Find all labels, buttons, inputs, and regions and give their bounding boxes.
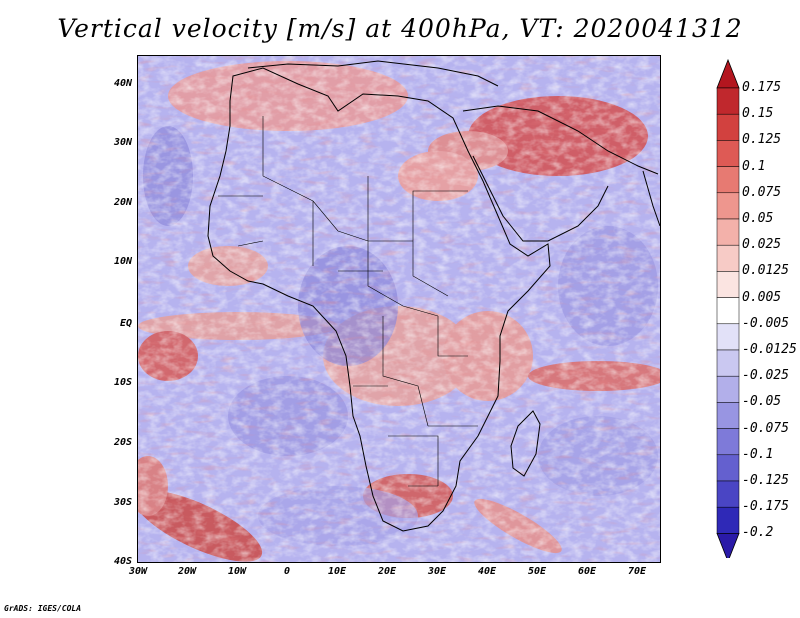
vertical-velocity-map [137, 55, 661, 563]
colorbar-tick-label: 0.005 [742, 289, 782, 305]
colorbar-tick-label: 0.05 [742, 211, 774, 226]
africa-coastline [207, 67, 551, 532]
colorbar-arrow-bottom [716, 532, 740, 558]
footer-credit: GrADS: IGES/COLA [4, 604, 82, 613]
colorbar-segment [716, 166, 740, 194]
colorbar-segment [716, 140, 740, 167]
colorbar-tick-label: -0.175 [742, 499, 789, 515]
lon-label: 50E [527, 566, 547, 577]
lat-label: EQ [119, 318, 132, 329]
colorbar-tick-label: 0.075 [742, 184, 782, 200]
coastlines [207, 60, 660, 532]
lat-label: 10S [113, 377, 132, 388]
colorbar-segment [716, 428, 740, 456]
lat-label: 20N [113, 197, 132, 208]
colorbar-tick-label: 0.025 [742, 237, 782, 253]
colorbar-segment [716, 402, 740, 429]
colorbar-segment [716, 349, 740, 377]
madagascar-coastline [510, 410, 541, 477]
colorbar-tick-label: -0.1 [742, 446, 774, 462]
plot-title: Vertical velocity [m/s] at 400hPa, VT: 2… [57, 14, 743, 43]
map-field [138, 56, 660, 562]
lat-label: 40N [113, 78, 132, 89]
lat-label: 10N [113, 256, 132, 267]
lat-label: 30S [113, 497, 132, 508]
colorbar-segment [716, 218, 740, 246]
mediterranean-coastline [247, 60, 499, 87]
colorbar-segment [716, 506, 740, 534]
lat-label: 30N [113, 137, 132, 148]
country-borders [218, 116, 478, 487]
lon-label: 10W [227, 566, 247, 577]
colorbar-tick-label: -0.2 [742, 525, 774, 541]
colorbar-segment [716, 87, 740, 115]
colorbar-tick-label: 0.15 [742, 106, 774, 122]
colorbar [716, 58, 740, 558]
colorbar-tick-label: 0.0125 [742, 263, 789, 279]
colorbar-segment [716, 454, 740, 482]
colorbar-segment [716, 113, 740, 141]
colorbar-tick-label: 0.125 [742, 132, 782, 148]
lat-label: 40S [113, 556, 132, 567]
colorbar-segment [716, 297, 740, 325]
india-coastline [642, 170, 660, 227]
lon-label: 20W [177, 566, 197, 577]
colorbar-tick-label: -0.025 [742, 368, 789, 384]
colorbar-tick-label: 0.175 [742, 80, 782, 95]
colorbar-tick-label: 0.1 [742, 158, 766, 174]
colorbar-arrow-top [716, 58, 740, 89]
lon-label: 30E [427, 566, 447, 577]
colorbar-tick-label: -0.0125 [742, 342, 797, 357]
lon-label: 30W [128, 566, 148, 577]
colorbar-segment [716, 375, 740, 403]
lon-label: 20E [377, 566, 397, 577]
colorbar-segment [716, 323, 740, 351]
colorbar-tick-label: -0.075 [742, 420, 789, 436]
colorbar-tick-label: -0.05 [742, 394, 782, 410]
lat-label: 20S [113, 437, 132, 448]
lon-label: 10E [327, 566, 347, 577]
arabia-coastline [462, 105, 659, 242]
colorbar-tick-label: -0.005 [742, 315, 789, 331]
colorbar-segment [716, 192, 740, 220]
lon-label: 0 [283, 566, 291, 577]
lon-label: 70E [627, 566, 647, 577]
colorbar-tick-label: -0.125 [742, 473, 789, 488]
colorbar-segment [716, 271, 740, 298]
colorbar-segment [716, 244, 740, 272]
colorbar-segment [716, 480, 740, 508]
lon-label: 60E [577, 566, 597, 577]
lon-label: 40E [477, 566, 497, 577]
